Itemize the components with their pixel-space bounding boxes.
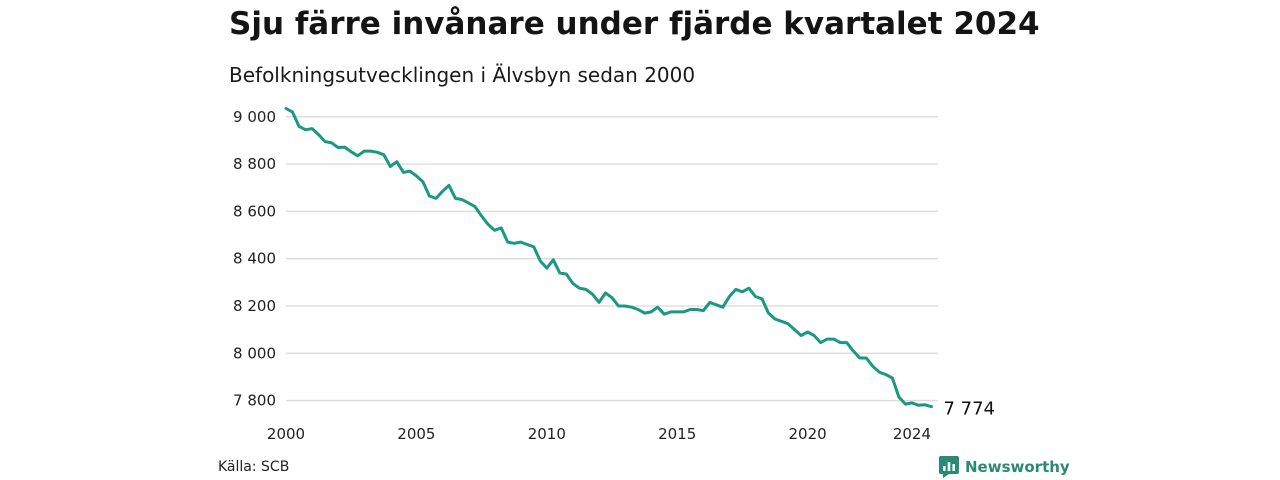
end-value-label: 7 774	[943, 399, 995, 420]
y-tick-label: 7 800	[233, 392, 276, 410]
x-tick-label: 2024	[893, 425, 931, 443]
y-axis-ticks: 9 000 8 800 8 600 8 400 8 200 8 000 7 800	[233, 108, 276, 410]
x-tick-label: 2010	[528, 425, 566, 443]
chart-title: Sju färre invånare under fjärde kvartale…	[229, 6, 1040, 42]
chart-subtitle: Befolkningsutvecklingen i Älvsbyn sedan …	[229, 63, 696, 87]
x-tick-label: 2000	[267, 425, 305, 443]
x-tick-label: 2005	[397, 425, 435, 443]
y-tick-label: 8 800	[233, 155, 276, 173]
series-layer	[284, 107, 933, 409]
population-line	[284, 107, 933, 409]
newsworthy-logo-text: Newsworthy	[965, 458, 1070, 476]
source-note: Källa: SCB	[218, 459, 290, 475]
x-tick-label: 2020	[789, 425, 827, 443]
gridlines	[286, 116, 938, 402]
y-tick-label: 8 400	[233, 250, 276, 268]
newsworthy-logo-icon	[939, 456, 959, 478]
y-tick-label: 8 600	[233, 202, 276, 220]
x-axis-ticks: 2000 2005 2010 2015 2020 2024	[267, 425, 931, 443]
end-label-layer: 7 774	[943, 399, 995, 420]
y-tick-label: 8 200	[233, 297, 276, 315]
x-tick-label: 2015	[658, 425, 696, 443]
newsworthy-logo[interactable]: Newsworthy	[939, 456, 1070, 478]
y-tick-label: 8 000	[233, 344, 276, 362]
y-tick-label: 9 000	[233, 108, 276, 126]
